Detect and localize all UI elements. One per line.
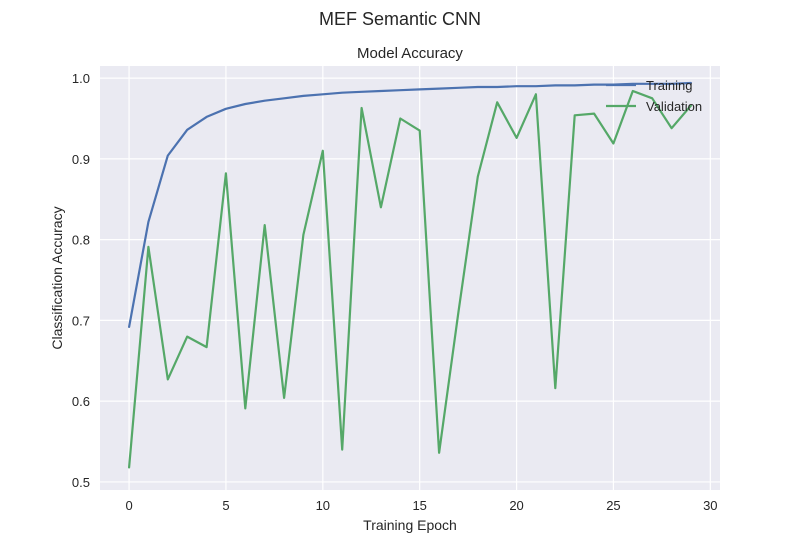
y-tick-label: 0.6 (72, 394, 90, 409)
plot-area (100, 66, 720, 490)
legend-label-validation: Validation (646, 99, 702, 114)
x-axis-label: Training Epoch (363, 517, 457, 533)
y-tick-label: 0.9 (72, 152, 90, 167)
x-tick-label: 20 (509, 498, 523, 513)
figure-suptitle: MEF Semantic CNN (319, 9, 481, 29)
y-tick-label: 0.7 (72, 313, 90, 328)
legend-label-training: Training (646, 78, 692, 93)
x-tick-label: 25 (606, 498, 620, 513)
x-tick-labels: 0 5 10 15 20 25 30 (125, 498, 717, 513)
y-tick-label: 0.5 (72, 475, 90, 490)
x-tick-label: 15 (412, 498, 426, 513)
series-line-validation (128, 89, 693, 469)
chart-title: Model Accuracy (357, 45, 463, 62)
x-tick-label: 30 (703, 498, 717, 513)
y-tick-label: 1.0 (72, 71, 90, 86)
y-tick-labels: 0.5 0.6 0.7 0.8 0.9 1.0 (72, 71, 90, 490)
y-axis-label: Classification Accuracy (49, 206, 65, 349)
series-line-training (128, 81, 693, 328)
series-layer (128, 81, 693, 469)
x-tick-label: 10 (316, 498, 330, 513)
y-tick-label: 0.8 (72, 233, 90, 248)
x-tick-label: 0 (125, 498, 132, 513)
legend: Training Validation (606, 78, 702, 114)
x-tick-label: 5 (222, 498, 229, 513)
grid-lines (100, 66, 720, 490)
